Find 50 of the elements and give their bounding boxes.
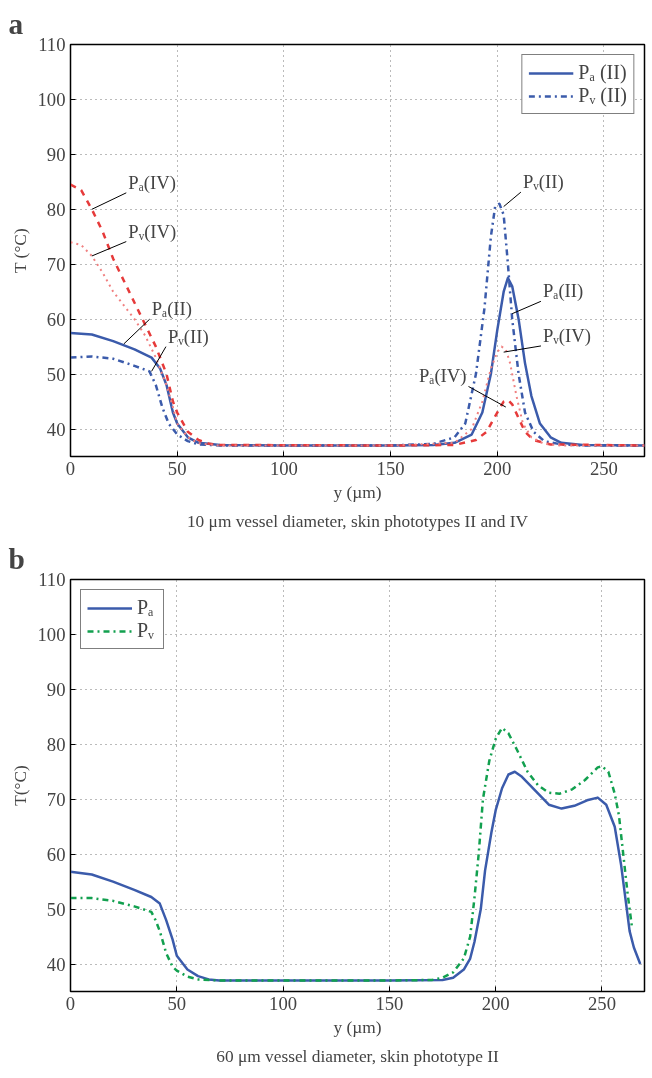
annotation: Pᵥ(IV) [542, 324, 591, 347]
annotation: Pₐ(II) [542, 280, 584, 303]
x-tick-label: 250 [589, 457, 618, 479]
annotation: Pₐ(IV) [128, 171, 176, 194]
annotation: Pₐ(IV) [418, 365, 467, 388]
legend-label: Pᵥ (II) [578, 84, 627, 107]
y-tick-label: 70 [46, 788, 66, 810]
legend-label: Pₐ (II) [578, 61, 627, 84]
annotation: Pₐ(II) [151, 298, 192, 321]
chart-title: a [8, 7, 24, 40]
x-tick-label: 100 [269, 992, 298, 1014]
line-series [70, 241, 645, 447]
y-tick-label: 100 [37, 623, 66, 645]
y-axis-title: T (°C) [10, 228, 30, 273]
x-tick-label: 200 [481, 992, 510, 1014]
x-tick-label: 50 [167, 992, 187, 1014]
y-tick-label: 80 [46, 198, 66, 220]
annotation: Pᵥ(II) [167, 325, 209, 348]
annotation: Pᵥ(IV) [128, 220, 177, 243]
y-axis-title: T(°C) [10, 764, 30, 806]
legend-label: Pᵥ [137, 619, 155, 642]
x-tick-label: 0 [65, 992, 76, 1014]
x-axis-title: y (µm) [333, 1017, 382, 1037]
annotation: Pᵥ(II) [522, 171, 564, 194]
text: 10 μm vessel diameter, skin phototypes II and IV [186, 511, 529, 531]
y-tick-label: 40 [46, 953, 66, 975]
y-tick-label: 40 [46, 418, 66, 440]
y-tick-label: 110 [38, 34, 66, 55]
y-tick-label: 90 [46, 143, 66, 165]
y-tick-label: 90 [46, 678, 66, 700]
x-tick-label: 200 [483, 457, 512, 479]
y-tick-label: 60 [46, 308, 66, 330]
x-tick-label: 150 [376, 457, 405, 479]
y-tick-label: 60 [46, 843, 66, 865]
y-tick-label: 110 [38, 569, 66, 590]
y-tick-label: 70 [46, 253, 66, 275]
x-tick-label: 100 [269, 457, 298, 479]
y-tick-label: 50 [46, 363, 66, 385]
x-axis-title: y (µm) [333, 482, 382, 502]
x-tick-label: 250 [587, 992, 616, 1014]
x-tick-label: 50 [167, 457, 187, 479]
y-tick-label: 50 [46, 898, 66, 920]
text: 60 μm vessel diameter, skin phototype II [216, 1046, 499, 1066]
line-series [70, 726, 633, 982]
y-tick-label: 80 [46, 733, 66, 755]
x-tick-label: 0 [65, 457, 76, 479]
chart-title: b [8, 542, 25, 575]
legend-label: Pₐ [137, 596, 155, 619]
y-tick-label: 100 [37, 88, 66, 110]
x-tick-label: 150 [375, 992, 404, 1014]
